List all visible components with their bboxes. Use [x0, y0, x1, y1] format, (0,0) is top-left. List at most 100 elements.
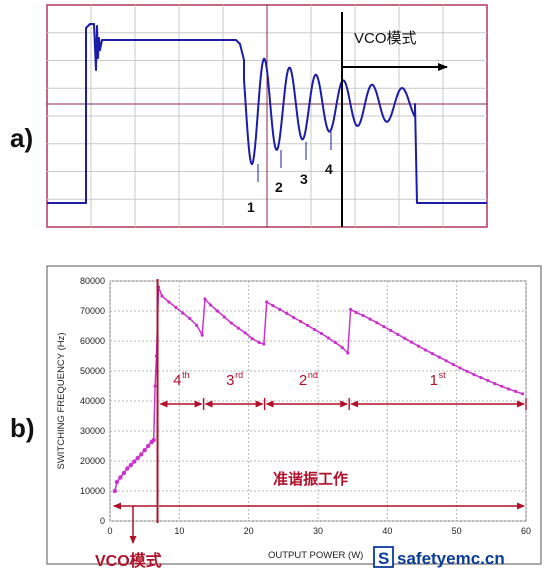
- data-point: [151, 437, 156, 443]
- data-point: [299, 319, 303, 324]
- data-point: [361, 313, 365, 318]
- x-axis-title: OUTPUT POWER (W): [268, 550, 363, 561]
- panel-a-label: a): [10, 123, 33, 153]
- data-point: [128, 463, 133, 468]
- x-tick-label: 20: [244, 526, 254, 536]
- data-point: [243, 331, 247, 335]
- data-point: [451, 362, 455, 366]
- y-tick-labels: 0 10000 20000 30000 40000 50000 60000 70000 8000…: [80, 276, 105, 526]
- panel-b-label: b): [10, 413, 35, 443]
- data-point: [493, 382, 497, 386]
- data-point: [292, 316, 296, 320]
- data-point: [181, 311, 185, 315]
- data-point: [167, 300, 171, 304]
- oscilloscope-waveform: [47, 23, 487, 204]
- data-point: [416, 344, 421, 348]
- data-point: [486, 379, 490, 383]
- x-tick-label: 50: [452, 526, 462, 536]
- valley-marker-1: 1: [247, 199, 255, 215]
- data-point: [271, 304, 275, 308]
- x-tick-label: 10: [174, 526, 184, 536]
- data-point: [410, 340, 414, 344]
- data-point: [306, 323, 310, 327]
- valley-markers: 1 2 3 4: [247, 132, 333, 215]
- data-point: [257, 340, 261, 345]
- data-point: [500, 384, 504, 388]
- x-tick-label: 0: [107, 526, 112, 536]
- data-point: [368, 317, 372, 321]
- data-point: [396, 332, 400, 336]
- data-point: [118, 475, 123, 480]
- order-label-superscript: st: [439, 370, 447, 380]
- y-tick-label: 80000: [80, 276, 105, 286]
- data-point: [333, 340, 337, 345]
- order-label: 3: [226, 372, 234, 389]
- data-point: [444, 359, 448, 363]
- data-point: [188, 316, 192, 321]
- data-point: [354, 310, 358, 315]
- x-tick-labels: 0 10 20 30 40 50 60: [107, 526, 531, 536]
- scope-grid: [47, 5, 487, 227]
- data-point: [458, 366, 462, 370]
- data-point: [465, 369, 469, 373]
- data-point: [278, 307, 282, 312]
- data-point: [520, 392, 525, 396]
- data-point: [153, 384, 157, 388]
- panel-b: b) 0 10000 20000 30000 40000 50000 60000 70000 8…: [10, 265, 542, 570]
- data-point: [348, 307, 353, 312]
- vco-mode-label-bottom: VCO模式: [95, 551, 162, 570]
- panel-a: a) VCO模式 1 2 3 4: [10, 4, 488, 228]
- data-point: [160, 294, 164, 298]
- watermark-text: safetyemc.cn: [397, 549, 505, 568]
- order-label: 2: [299, 372, 307, 389]
- y-tick-label: 70000: [80, 306, 105, 316]
- data-point: [479, 376, 483, 380]
- data-point: [403, 336, 407, 340]
- data-point: [114, 479, 120, 485]
- data-point: [125, 466, 130, 471]
- data-point: [132, 459, 137, 464]
- data-point: [112, 488, 118, 494]
- data-point: [222, 315, 226, 319]
- data-point: [121, 470, 127, 476]
- data-point: [200, 333, 204, 337]
- data-point: [174, 305, 178, 309]
- vco-mode-label-top: VCO模式: [354, 30, 417, 47]
- order-label: 4: [173, 372, 181, 389]
- data-point: [139, 452, 144, 457]
- data-point: [472, 373, 476, 377]
- data-point: [423, 348, 428, 352]
- data-point: [312, 328, 317, 332]
- y-axis-title: SWITCHING FREQUENCY (Hz): [56, 332, 67, 469]
- order-label-superscript: th: [182, 370, 190, 380]
- data-point: [145, 443, 151, 449]
- y-tick-label: 60000: [80, 336, 105, 346]
- data-point: [229, 321, 233, 325]
- valley-marker-2: 2: [275, 179, 283, 195]
- data-point: [262, 342, 266, 346]
- data-point: [382, 325, 386, 329]
- data-point: [203, 297, 207, 301]
- data-point: [514, 389, 518, 393]
- y-tick-label: 10000: [80, 486, 105, 496]
- data-point: [215, 309, 220, 313]
- data-point: [507, 387, 511, 391]
- x-tick-label: 30: [313, 526, 323, 536]
- data-point: [265, 300, 269, 304]
- watermark-logo-box: [373, 546, 394, 568]
- watermark-symbol: S: [378, 549, 389, 568]
- valley-marker-3: 3: [300, 171, 308, 187]
- data-point: [142, 448, 147, 453]
- data-point: [285, 311, 289, 315]
- data-point: [135, 455, 140, 461]
- data-point: [430, 352, 434, 356]
- valley-marker-4: 4: [325, 161, 333, 177]
- order-label-superscript: rd: [235, 370, 243, 380]
- y-tick-label: 50000: [80, 366, 105, 376]
- data-point: [346, 351, 350, 355]
- y-tick-label: 40000: [80, 396, 105, 406]
- order-label-superscript: nd: [308, 370, 318, 380]
- data-point: [340, 346, 344, 350]
